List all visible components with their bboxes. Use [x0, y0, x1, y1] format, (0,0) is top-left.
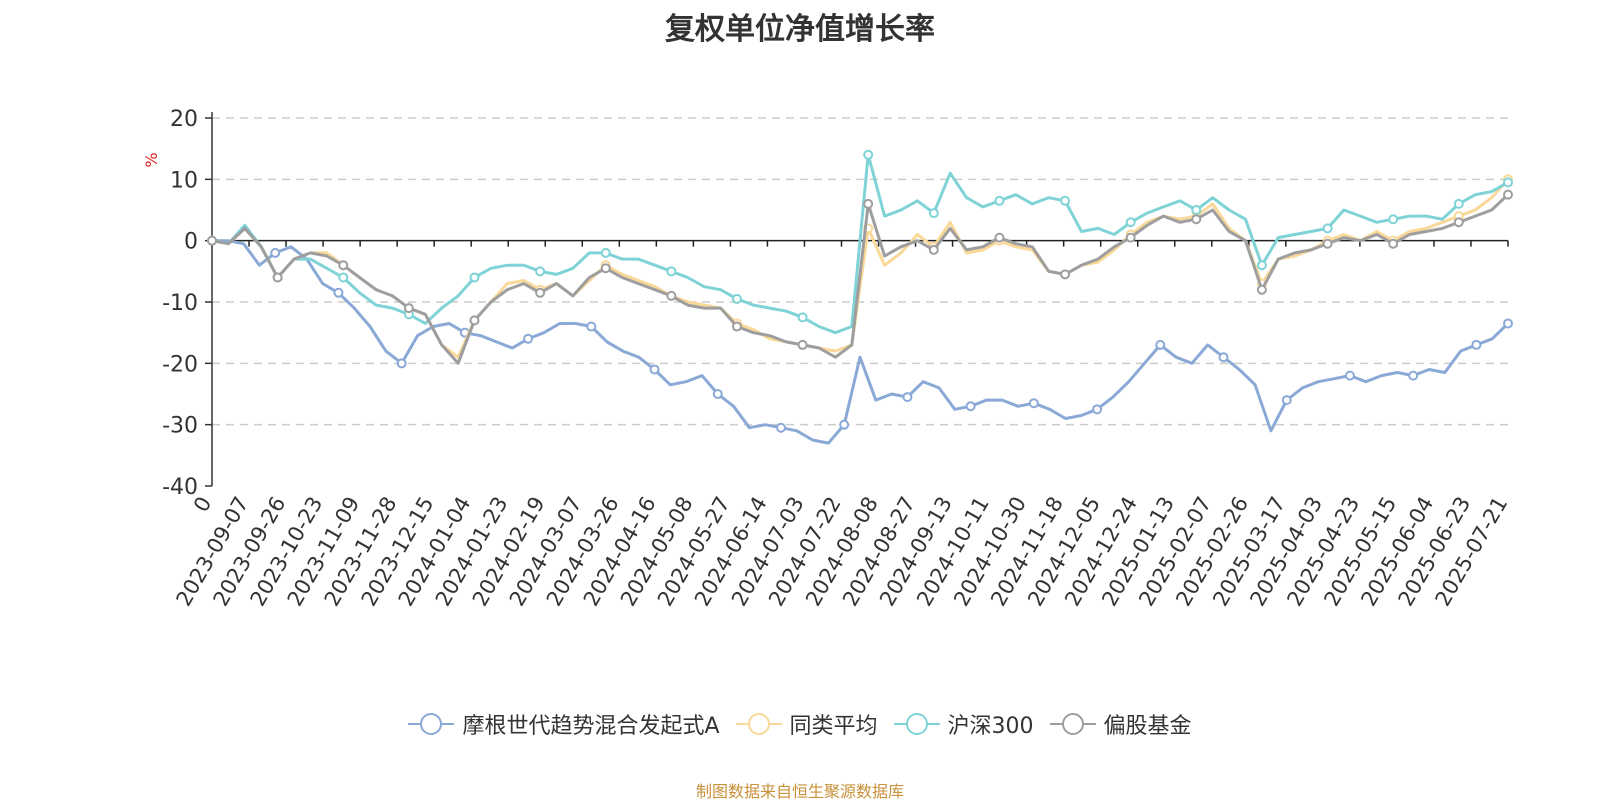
series-point	[600, 263, 611, 274]
series-point	[1060, 269, 1071, 280]
series-line-3	[211, 193, 1510, 365]
series-point	[338, 272, 349, 283]
series-point	[1503, 189, 1513, 200]
series-point	[469, 315, 480, 326]
series-point	[1503, 318, 1513, 329]
y-axis-label: %	[142, 152, 161, 167]
series-point	[1503, 177, 1513, 188]
x-tick-label: 0	[189, 493, 216, 517]
series-point	[1453, 217, 1464, 228]
legend-marker-icon	[735, 713, 782, 735]
y-tick-label: -20	[162, 352, 198, 377]
y-tick-label: -40	[162, 475, 198, 500]
series-point	[1191, 205, 1202, 215]
series-point	[1125, 232, 1136, 243]
legend-item-0[interactable]: 摩根世代趋势混合发起式A	[408, 708, 720, 740]
chart-title: 复权单位净值增长率	[665, 12, 935, 47]
series-point	[666, 266, 677, 277]
series-point	[1408, 370, 1419, 381]
series-point	[731, 321, 742, 332]
legend-label: 偏股基金	[1103, 714, 1192, 739]
series-point	[1125, 217, 1136, 228]
series-point	[928, 208, 939, 219]
series-point	[469, 272, 480, 283]
series-point	[396, 358, 407, 369]
series-point	[1322, 238, 1333, 249]
series-point	[712, 389, 723, 399]
series-point	[863, 149, 874, 160]
axes: 20100-10-20-30-4002023-09-072023-09-2620…	[162, 107, 1512, 610]
series-point	[1191, 214, 1202, 225]
series-point	[1453, 198, 1464, 209]
series-point	[338, 260, 349, 271]
legend-label: 沪深300	[947, 714, 1034, 739]
series-point	[403, 303, 414, 314]
legend-marker-icon	[1049, 713, 1096, 735]
series-point	[1281, 395, 1292, 406]
y-tick-label: 10	[170, 168, 198, 193]
series-line-0	[212, 239, 1510, 445]
legend-item-3[interactable]: 偏股基金	[1049, 708, 1192, 740]
series-point	[731, 293, 742, 304]
series-point	[333, 287, 344, 298]
legend-marker-icon	[893, 713, 940, 735]
series-point	[1060, 195, 1071, 206]
y-tick-label: -10	[162, 291, 198, 316]
legend-marker-icon	[408, 713, 455, 735]
series-point	[649, 364, 660, 375]
series-point	[863, 198, 874, 209]
series-point	[586, 321, 597, 332]
series-point	[1218, 352, 1229, 363]
series-point	[270, 247, 281, 258]
series-point	[1155, 339, 1166, 350]
series-point	[535, 287, 546, 298]
series-point	[1388, 214, 1399, 225]
series-point	[994, 232, 1005, 243]
y-tick-label: -30	[162, 414, 198, 439]
series-point	[666, 290, 677, 301]
legend: 摩根世代趋势混合发起式A 同类平均 沪深300 偏股基金	[0, 708, 1600, 740]
series-point	[902, 392, 913, 403]
y-tick-label: 20	[170, 107, 198, 132]
series-point	[965, 401, 976, 412]
legend-label: 同类平均	[789, 714, 878, 739]
series-point	[1344, 370, 1355, 381]
series-point	[1028, 398, 1039, 409]
series-point	[928, 244, 939, 255]
series-point	[272, 272, 283, 283]
series-point	[1256, 260, 1267, 271]
series-point	[797, 339, 808, 350]
series-point	[797, 312, 808, 323]
series-point	[1092, 404, 1103, 415]
series-point	[775, 422, 786, 433]
series-point	[1256, 284, 1267, 295]
series-point	[207, 235, 217, 246]
series-point	[1471, 339, 1482, 350]
series-point	[523, 333, 534, 344]
series-point	[1322, 223, 1333, 234]
source-note: 制图数据来自恒生聚源数据库	[695, 782, 904, 801]
series-lines	[207, 149, 1513, 445]
legend-item-2[interactable]: 沪深300	[893, 708, 1034, 740]
series-point	[994, 195, 1005, 206]
legend-label: 摩根世代趋势混合发起式A	[462, 714, 720, 739]
legend-item-1[interactable]: 同类平均	[735, 708, 878, 740]
series-point	[535, 266, 546, 277]
series-point	[1388, 238, 1399, 249]
series-point	[600, 247, 611, 258]
series-point	[839, 419, 850, 430]
y-tick-label: 0	[184, 230, 198, 255]
